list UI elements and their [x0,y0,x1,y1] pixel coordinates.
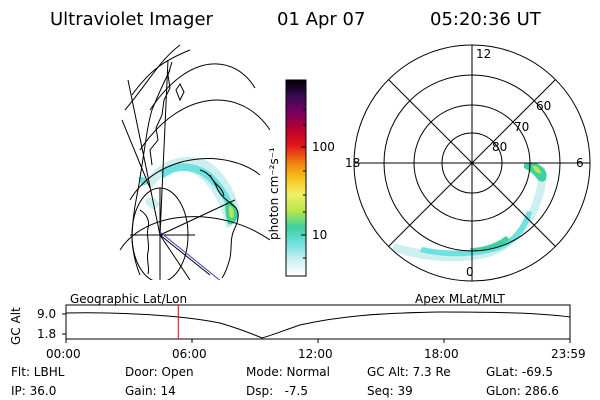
timeline-x-tick-0600: 06:00 [172,347,207,361]
colorbar-tick-10: 10 [312,228,327,242]
timeline-x-tick-1200: 12:00 [298,347,333,361]
status-ip: IP: 36.0 [11,384,57,398]
timeline-x-tick-1800: 18:00 [424,347,459,361]
mlat-label-60: 60 [536,99,551,113]
colorbar-tick-100: 100 [312,140,335,154]
timeline-y-label: GC Alt [9,307,23,345]
timeline-right-title: Apex MLat/MLT [415,292,505,306]
time-label: 05:20:36 UT [430,9,541,30]
geo-graticule [119,44,270,280]
altitude-curve [65,311,571,339]
status-door: Door: Open [125,365,194,379]
timeline-x-tick-2359: 23:59 [551,347,586,361]
status-glat: GLat: -69.5 [486,365,553,379]
timeline-x-tick-0000: 00:00 [46,347,81,361]
mlt-label-12: 12 [476,47,491,61]
colorbar-ticks [301,109,306,259]
polar-aurora-emission [386,162,547,262]
mlat-label-80: 80 [492,140,507,154]
timeline-y-tick-9: 9.0 [37,307,56,321]
mlat-label-70: 70 [514,120,529,134]
status-flt: Flt: LBHL [11,365,65,379]
status-dsp: Dsp: -7.5 [246,384,309,398]
status-mode: Mode: Normal [246,365,330,379]
geographic-map [119,44,270,280]
status-gc-alt: GC Alt: 7.3 Re [367,365,451,379]
mlt-label-0: 0 [466,265,474,279]
geo-coastline [131,61,239,279]
colorbar-fill [285,79,307,277]
timeline-frame [65,304,571,340]
geo-aurora-emission [138,156,240,228]
status-gain: Gain: 14 [125,384,176,398]
timeline-y-tick-1: 1.8 [37,327,56,341]
colorbar-unit-label: photon cm⁻²s⁻¹ [267,147,281,240]
status-seq: Seq: 39 [367,384,413,398]
instrument-title: Ultraviolet Imager [50,9,213,30]
geo-terminator-line [159,231,221,280]
colorbar: 100 10 photon cm⁻²s⁻¹ [267,79,335,277]
timeline-left-title: Geographic Lat/Lon [70,292,187,306]
mlt-label-18: 18 [345,156,360,170]
polar-grid [353,44,591,282]
polar-plot: 12 18 6 0 60 70 80 [345,44,591,282]
timeline-axis-ticks [62,313,571,343]
date-label: 01 Apr 07 [277,9,366,30]
orbit-timeline: Geographic Lat/Lon Apex MLat/MLT GC Alt … [9,292,586,361]
status-glon: GLon: 286.6 [486,384,559,398]
mlt-label-6: 6 [576,156,584,170]
